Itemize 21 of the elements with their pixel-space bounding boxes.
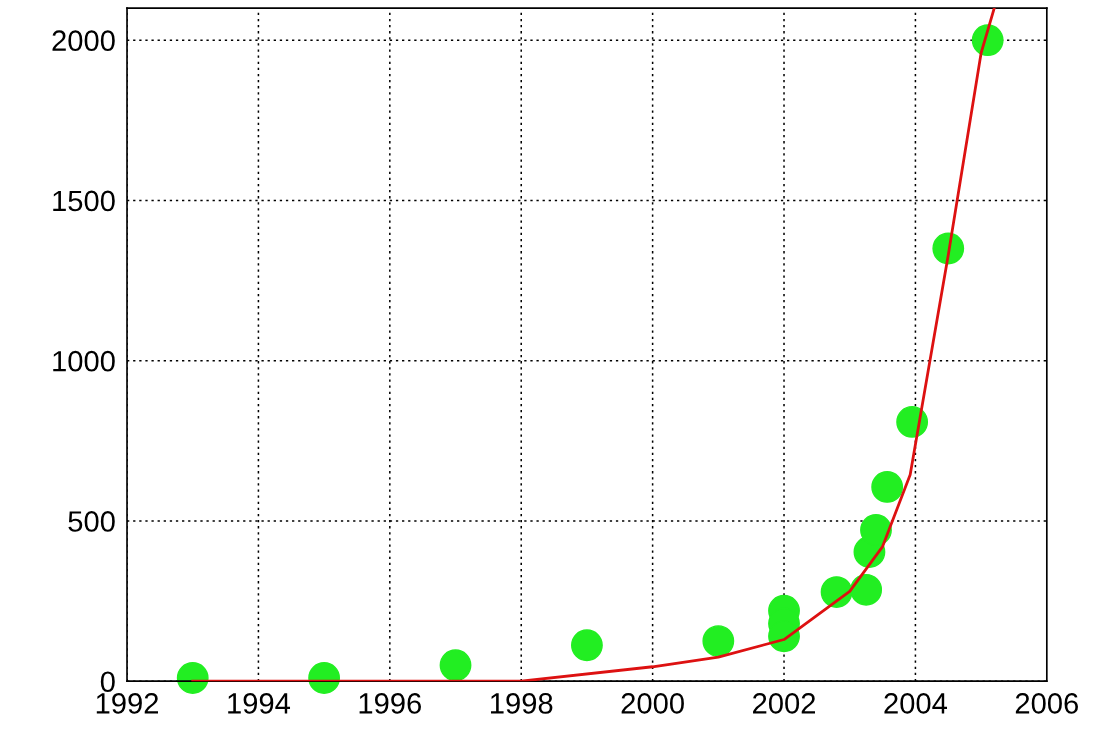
point [860, 513, 892, 546]
x-tick-label: 2004 [884, 693, 948, 714]
y-tick-label: 500 [68, 511, 115, 532]
point [439, 649, 472, 682]
x-tick-label: 1994 [228, 693, 291, 714]
y-tick-label: 2000 [52, 30, 115, 52]
point [702, 625, 735, 658]
x-tick-label: 2006 [1015, 693, 1078, 714]
point [176, 662, 209, 694]
point [308, 662, 341, 694]
y-tick-label: 1500 [53, 190, 115, 212]
y-tick-label: 0 [100, 671, 115, 693]
x-tick-label: 1998 [491, 693, 553, 714]
point [571, 629, 603, 662]
x-tick-label: 2002 [753, 693, 815, 714]
point [871, 471, 904, 503]
x-tick-label: 1992 [96, 693, 158, 714]
x-tick-label: 1996 [359, 693, 421, 714]
y-tick-label: 1000 [53, 350, 115, 372]
x-tick-label: 2000 [621, 693, 684, 714]
point [850, 573, 883, 606]
